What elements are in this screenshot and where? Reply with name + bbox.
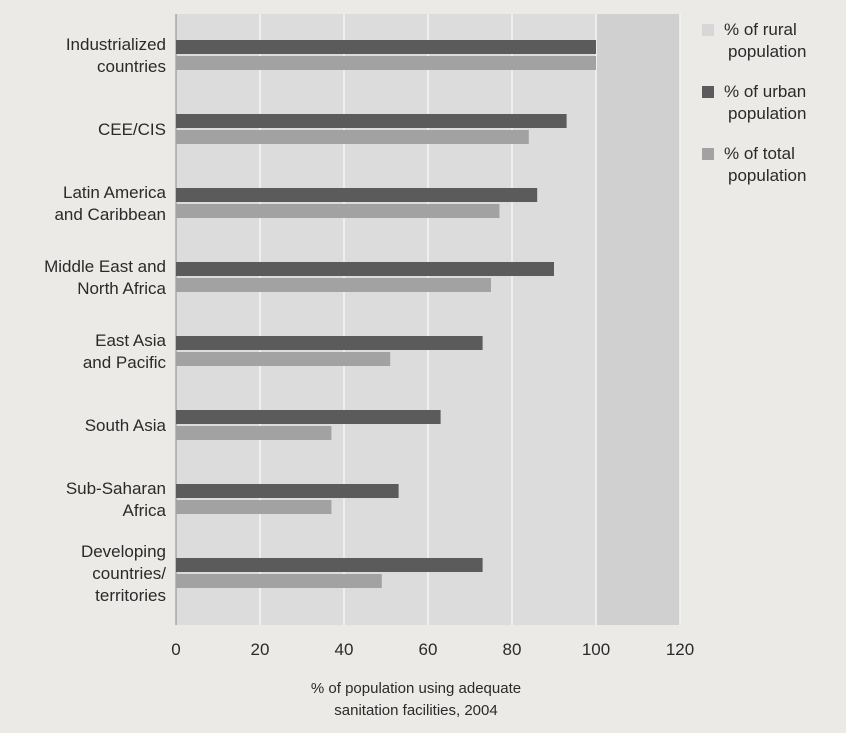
bar-urban-0: [176, 40, 596, 54]
legend-item: % of urban population: [702, 82, 806, 123]
category-label: South Asia: [85, 416, 167, 435]
legend-label: % of total population: [724, 144, 806, 185]
bar-total-2: [176, 204, 500, 218]
legend-label: % of urban population: [724, 82, 806, 123]
category-label: Sub-Saharan Africa: [66, 479, 167, 520]
bar-total-6: [176, 500, 332, 514]
category-label: CEE/CIS: [98, 120, 166, 139]
bar-total-7: [176, 574, 382, 588]
x-tick-label: 120: [666, 640, 694, 659]
bar-total-4: [176, 352, 391, 366]
category-label: Industrialized countries: [66, 35, 166, 76]
bar-urban-1: [176, 114, 567, 128]
category-label: Developing countries/territories: [81, 542, 166, 605]
bar-urban-3: [176, 262, 554, 276]
category-label: East Asia and Pacific: [83, 331, 167, 372]
x-axis-title: % of population using adequate sanitation…: [311, 680, 521, 719]
x-tick-label: 0: [171, 640, 180, 659]
bar-urban-6: [176, 484, 399, 498]
x-tick-label: 100: [582, 640, 610, 659]
bar-total-1: [176, 130, 529, 144]
bar-total-3: [176, 278, 491, 292]
legend-swatch: [702, 148, 714, 160]
category-label: Latin America and Caribbean: [54, 183, 166, 224]
legend-item: % of total population: [702, 144, 806, 185]
bar-urban-4: [176, 336, 483, 350]
bar-urban-5: [176, 410, 441, 424]
plot-background-upper: [596, 14, 680, 625]
x-tick-label: 40: [335, 640, 354, 659]
legend-item: % of rural population: [702, 20, 806, 61]
x-tick-label: 20: [251, 640, 270, 659]
category-label: Middle East and North Africa: [44, 257, 166, 298]
bar-urban-7: [176, 558, 483, 572]
x-tick-label: 60: [419, 640, 438, 659]
x-tick-label: 80: [503, 640, 522, 659]
bar-urban-2: [176, 188, 538, 202]
legend-swatch: [702, 86, 714, 98]
legend-swatch: [702, 24, 714, 36]
bar-total-0: [176, 56, 596, 70]
legend-label: % of rural population: [724, 20, 806, 61]
bar-total-5: [176, 426, 332, 440]
